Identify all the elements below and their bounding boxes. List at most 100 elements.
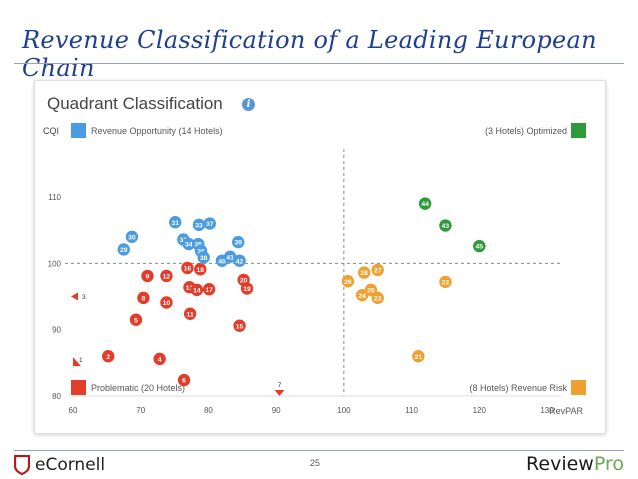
shield-icon [14, 455, 30, 475]
x-tick-label: 70 [136, 406, 145, 415]
point-label-8: 8 [142, 295, 146, 302]
point-label-4: 4 [158, 356, 162, 363]
point-25 [364, 283, 378, 297]
points-layer: 2930313233343536373839404142444345245689… [71, 197, 486, 396]
point-18 [194, 263, 207, 276]
reviewpro-logo-pro: Pro [593, 453, 624, 475]
point-label-19: 19 [243, 286, 251, 293]
y-tick-label: 110 [48, 193, 61, 202]
point-label-39: 39 [234, 240, 242, 247]
point-label-15: 15 [236, 323, 244, 330]
point-label-22: 22 [442, 280, 450, 287]
point-21 [412, 350, 425, 363]
point-11 [183, 307, 197, 320]
point-label-30: 30 [128, 234, 136, 241]
point-label-21: 21 [415, 354, 423, 361]
point-label-28: 28 [360, 270, 368, 277]
point-label-9: 9 [146, 274, 150, 281]
legend-optimized: (3 Hotels) Optimized [485, 126, 567, 136]
x-tick-label: 60 [69, 406, 78, 415]
point-28 [357, 266, 371, 279]
point-label-10: 10 [163, 300, 171, 307]
point-15 [233, 319, 246, 332]
reviewpro-logo-review: Review [526, 453, 594, 475]
point-label-40: 40 [218, 258, 226, 265]
grid-layer [65, 149, 561, 396]
legend-swatch-green [571, 123, 586, 138]
point-4 [153, 352, 166, 366]
x-tick-label: 90 [272, 406, 281, 415]
point-34 [182, 237, 195, 251]
point-9 [141, 269, 154, 283]
point-45 [473, 239, 486, 253]
point-label-42: 42 [236, 258, 244, 265]
chart-title: Quadrant Classification [47, 94, 223, 113]
point-label-5: 5 [134, 317, 138, 324]
point-43 [439, 219, 452, 232]
x-tick-label: 130 [540, 406, 554, 415]
marker-1 [73, 357, 81, 367]
point-label-16: 16 [184, 266, 192, 273]
point-label-25: 25 [367, 287, 375, 294]
x-tick-label: 110 [405, 406, 418, 415]
point-29 [117, 243, 130, 256]
point-label-33: 33 [195, 222, 203, 229]
footer-divider [14, 450, 624, 451]
point-44 [418, 197, 432, 210]
point-label-43: 43 [442, 223, 450, 230]
info-icon[interactable]: i [242, 98, 255, 111]
legend-revenue-opportunity: Revenue Opportunity (14 Hotels) [91, 126, 223, 136]
point-label-14: 14 [193, 287, 201, 294]
point-20 [237, 273, 250, 287]
point-label-32: 32 [180, 237, 188, 244]
point-26 [341, 275, 355, 288]
point-label-34: 34 [185, 242, 193, 249]
x-axis-label: RevPAR [549, 406, 583, 416]
point-label-37: 37 [206, 221, 214, 228]
point-label-31: 31 [171, 220, 179, 227]
marker-label-1: 1 [79, 357, 83, 364]
point-33 [192, 218, 206, 232]
quadrant-legends: Revenue Opportunity (14 Hotels) (3 Hotels… [71, 123, 586, 395]
point-22 [439, 275, 452, 289]
point-31 [169, 216, 182, 229]
point-42 [233, 254, 246, 267]
marker-7 [274, 390, 285, 396]
point-12 [160, 269, 173, 283]
x-tick-label: 100 [337, 406, 351, 415]
point-37 [203, 217, 216, 230]
point-2 [102, 350, 115, 363]
marker-3 [71, 292, 78, 301]
marker-label-7: 7 [278, 382, 282, 389]
y-tick-label: 90 [52, 326, 61, 335]
point-38 [197, 251, 210, 264]
reviewpro-logo: ReviewPro [526, 453, 624, 475]
point-label-2: 2 [106, 354, 110, 361]
point-label-41: 41 [226, 254, 234, 261]
point-label-6: 6 [182, 378, 186, 385]
marker-label-3: 3 [82, 294, 86, 301]
point-label-18: 18 [197, 267, 205, 274]
point-label-27: 27 [374, 268, 382, 275]
y-tick-label: 100 [48, 259, 62, 268]
legend-swatch-orange [571, 380, 586, 395]
legend-problematic: Problematic (20 Hotels) [91, 383, 185, 393]
quadrant-chart: 60 70 80 90 100 110 120 1308090100110CQIRevPAR … [43, 123, 586, 416]
point-17 [202, 283, 216, 296]
point-16 [181, 261, 194, 275]
slide-title: Revenue Classification of a Leading Euro… [22, 26, 597, 82]
point-label-12: 12 [163, 274, 171, 281]
x-tick-label: 120 [473, 406, 487, 415]
ecornell-logo: eCornell [14, 452, 105, 478]
point-label-24: 24 [358, 293, 366, 300]
chart-card: Quadrant Classification i 60 70 80 90 100 110… [34, 80, 606, 434]
page-number: 25 [310, 458, 321, 468]
title-divider [14, 63, 624, 64]
point-30 [125, 230, 139, 243]
point-14 [190, 283, 204, 297]
legend-swatch-red [71, 380, 86, 395]
y-axis-label: CQI [43, 126, 59, 136]
point-39 [232, 235, 245, 249]
x-tick-label: 80 [204, 406, 213, 415]
